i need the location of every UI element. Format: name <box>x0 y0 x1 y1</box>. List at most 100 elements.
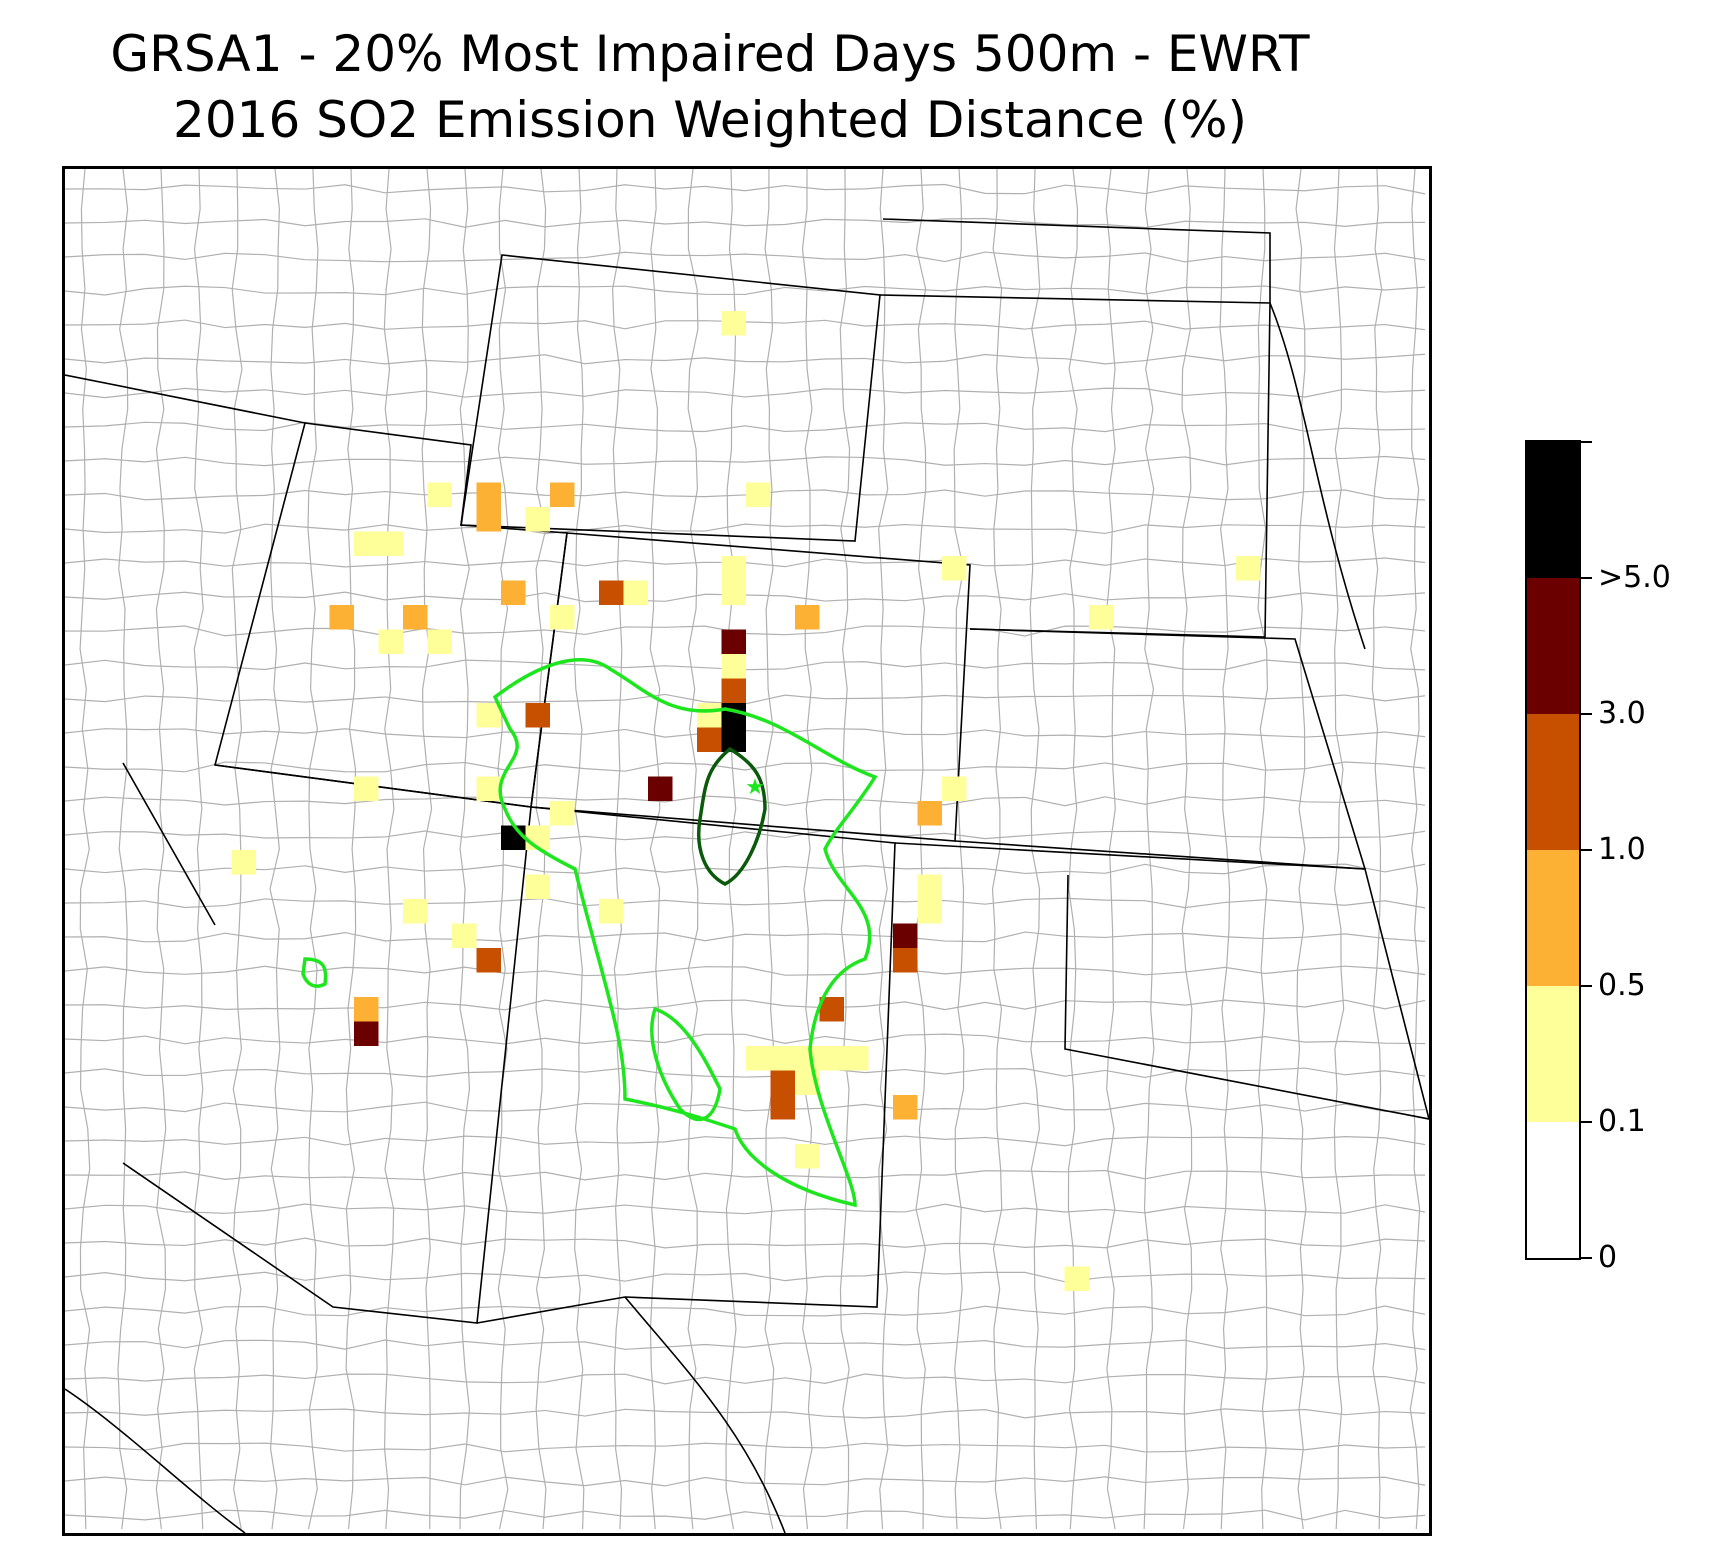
concentration-cell <box>746 482 771 507</box>
concentration-cell <box>942 776 967 801</box>
county-line <box>878 169 889 1530</box>
colorbar-segment <box>1527 986 1579 1122</box>
concentration-cell <box>721 556 746 581</box>
colorbar-tick-label: >5.0 <box>1598 560 1671 595</box>
county-line <box>307 169 319 1530</box>
colorbar-tick-label: 0.1 <box>1598 1104 1646 1139</box>
concentration-cell <box>1089 605 1114 630</box>
concentration-cell <box>721 727 746 752</box>
county-line <box>65 1135 1426 1147</box>
county-line <box>65 387 1426 399</box>
concentration-cell <box>721 654 746 679</box>
concentration-cell <box>721 678 746 703</box>
county-line <box>573 169 585 1530</box>
concentration-cell <box>354 776 379 801</box>
concentration-cell <box>917 899 942 924</box>
county-line <box>1409 169 1421 1530</box>
concentration-cell <box>770 1070 795 1095</box>
county-line <box>65 217 1426 229</box>
colorbar-tick-label: 0.5 <box>1598 968 1646 1003</box>
colorbar-segment <box>1527 850 1579 986</box>
county-line <box>65 1476 1426 1487</box>
county-line <box>953 169 965 1530</box>
colorbar-segment <box>1527 578 1579 714</box>
mexico-coast <box>65 1388 246 1533</box>
county-line <box>65 1305 1426 1317</box>
concentration-cell <box>1064 1266 1089 1291</box>
county-line <box>65 1271 1426 1283</box>
concentration-cell <box>550 605 575 630</box>
nebraska-border <box>879 294 1271 638</box>
concentration-cell <box>844 1046 869 1071</box>
concentration-cell <box>452 923 477 948</box>
county-line <box>65 863 1426 875</box>
concentration-cell <box>378 531 403 556</box>
colorbar-tick <box>1580 1121 1592 1123</box>
texas-border <box>624 1296 786 1533</box>
concentration-cell <box>697 727 722 752</box>
outer-contour <box>492 658 878 1208</box>
concentration-cell <box>476 482 501 507</box>
colorbar-tick <box>1580 441 1592 443</box>
county-line <box>65 1408 1426 1419</box>
concentration-cell <box>599 899 624 924</box>
county-line <box>1295 169 1307 1530</box>
county-line <box>801 169 813 1530</box>
concentration-cell <box>354 531 379 556</box>
county-line <box>193 169 204 1530</box>
receptor-star-icon: ★ <box>745 775 765 800</box>
colorbar-tick-label: 3.0 <box>1598 696 1646 731</box>
concentration-cell <box>329 605 354 630</box>
colorbar-tick <box>1580 849 1592 851</box>
county-line <box>65 965 1426 977</box>
county-line <box>65 489 1426 501</box>
colorbar-tick <box>1580 577 1592 579</box>
colorbar-segment <box>1527 442 1579 578</box>
south-dakota-border <box>882 218 1271 303</box>
concentration-cell <box>917 801 942 826</box>
county-line <box>1219 169 1231 1530</box>
colorbar-tick-label: 1.0 <box>1598 832 1646 867</box>
small-contour-west <box>301 957 328 988</box>
concentration-cell <box>648 776 673 801</box>
concentration-cell <box>427 629 452 654</box>
concentration-cell <box>795 1144 820 1169</box>
concentration-cell <box>697 703 722 728</box>
utah-border <box>213 422 568 808</box>
concentration-cell <box>942 556 967 581</box>
map-canvas: ★ <box>65 169 1429 1533</box>
oklahoma-border <box>894 842 1429 1120</box>
county-line <box>65 1509 1426 1521</box>
county-line <box>611 169 623 1530</box>
new-mexico-border <box>476 806 896 1324</box>
concentration-cell <box>403 899 428 924</box>
concentration-cell <box>476 703 501 728</box>
concentration-cell <box>721 311 746 336</box>
missouri-river <box>1269 302 1366 650</box>
county-line <box>65 1373 1426 1385</box>
county-line <box>79 169 91 1530</box>
county-line <box>65 1237 1426 1249</box>
county-line <box>269 169 281 1530</box>
county-line <box>65 1203 1426 1215</box>
county-line <box>65 353 1426 365</box>
concentration-cell <box>599 580 624 605</box>
concentration-cells <box>231 311 1261 1291</box>
colorbar-tick <box>1580 713 1592 715</box>
county-line <box>65 1169 1426 1181</box>
concentration-cell <box>746 1046 771 1071</box>
county-line <box>1257 169 1269 1530</box>
county-line <box>65 1067 1426 1079</box>
colorbar-tick <box>1580 985 1592 987</box>
concentration-cell <box>819 1046 844 1071</box>
concentration-cell <box>721 629 746 654</box>
concentration-cell <box>770 1046 795 1071</box>
concentration-cell <box>525 703 550 728</box>
chart-title-line-2: 2016 SO2 Emission Weighted Distance (%) <box>173 91 1247 149</box>
county-line <box>383 169 395 1530</box>
concentration-cell <box>378 629 403 654</box>
concentration-cell <box>893 923 918 948</box>
kansas-border <box>954 628 1367 870</box>
concentration-cell <box>525 507 550 532</box>
wyoming-border <box>460 254 881 542</box>
